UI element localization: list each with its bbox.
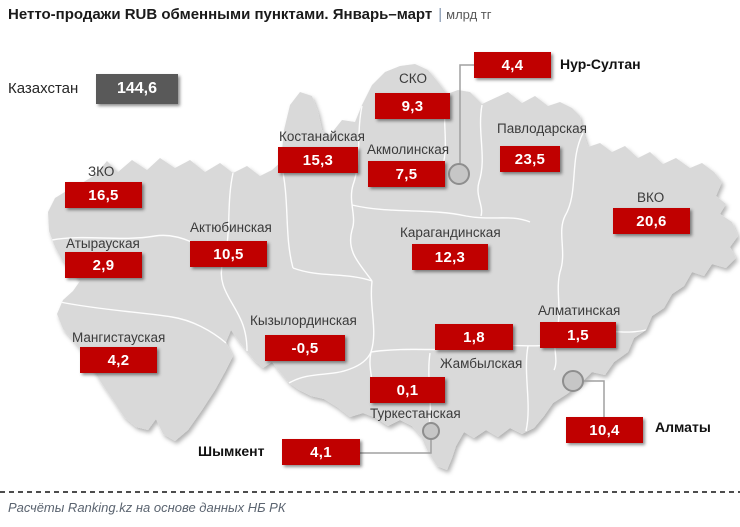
kazakhstan-map-shape — [48, 64, 738, 470]
value-box-karagandinskaya: 12,3 — [412, 244, 488, 270]
value-box-zko: 16,5 — [65, 182, 142, 208]
city-label-almaty: Алматы — [655, 419, 711, 435]
value-box-zhambylskaya: 1,8 — [435, 324, 513, 350]
city-label-shymkent: Шымкент — [198, 443, 265, 459]
region-label-aktyubinskaya: Актюбинская — [190, 220, 272, 235]
connector-line-nur-sultan — [459, 64, 474, 164]
country-label: Казахстан — [8, 80, 79, 97]
title-unit: млрд тг — [446, 7, 492, 22]
value-box-almaty: 10,4 — [566, 417, 643, 443]
value-box-kostanayskaya: 15,3 — [278, 147, 358, 173]
value-box-shymkent: 4,1 — [282, 439, 360, 465]
country-total-box: 144,6 — [96, 74, 178, 104]
source-note: Расчёты Ranking.kz на основе данных НБ Р… — [8, 500, 286, 515]
value-box-sko: 9,3 — [375, 93, 450, 119]
title-text: Нетто-продажи RUB обменными пунктами. Ян… — [8, 6, 433, 23]
value-box-vko: 20,6 — [613, 208, 690, 234]
region-label-sko: СКО — [399, 71, 427, 86]
value-box-mangistauskaya: 4,2 — [80, 347, 157, 373]
region-label-kostanayskaya: Костанайская — [279, 129, 365, 144]
region-label-atyrauskaya: Атырауская — [66, 236, 140, 251]
region-label-zhambylskaya: Жамбылская — [440, 356, 523, 371]
value-box-almatinskaya: 1,5 — [540, 322, 616, 348]
value-box-aktyubinskaya: 10,5 — [190, 241, 267, 267]
page-title: Нетто-продажи RUB обменными пунктами. Ян… — [8, 6, 492, 24]
region-label-pavlodarskaya: Павлодарская — [497, 121, 587, 136]
value-box-atyrauskaya: 2,9 — [65, 252, 142, 278]
city-marker-nur-sultan — [448, 163, 470, 185]
footer-divider — [0, 491, 740, 493]
value-box-turkestanskaya: 0,1 — [370, 377, 445, 403]
region-label-zko: ЗКО — [88, 164, 115, 179]
city-marker-almaty — [562, 370, 584, 392]
city-label-nur-sultan: Нур-Султан — [560, 56, 641, 72]
connector-line-shymkent — [360, 439, 432, 454]
title-separator: | — [438, 6, 443, 23]
region-label-kyzylordinskaya: Кызылординская — [250, 313, 357, 328]
value-box-kyzylordinskaya: -0,5 — [265, 335, 345, 361]
region-label-turkestanskaya: Туркестанская — [370, 406, 461, 421]
region-label-almatinskaya: Алматинская — [538, 303, 621, 318]
region-label-karagandinskaya: Карагандинская — [400, 225, 501, 240]
value-box-pavlodarskaya: 23,5 — [500, 146, 560, 172]
city-marker-shymkent — [422, 422, 440, 440]
region-label-mangistauskaya: Мангистауская — [72, 330, 166, 345]
region-label-vko: ВКО — [637, 190, 665, 205]
value-box-akmolinskaya: 7,5 — [368, 161, 445, 187]
value-box-nur-sultan: 4,4 — [474, 52, 551, 78]
region-label-akmolinskaya: Акмолинская — [367, 142, 450, 157]
connector-line-almaty — [583, 380, 605, 417]
